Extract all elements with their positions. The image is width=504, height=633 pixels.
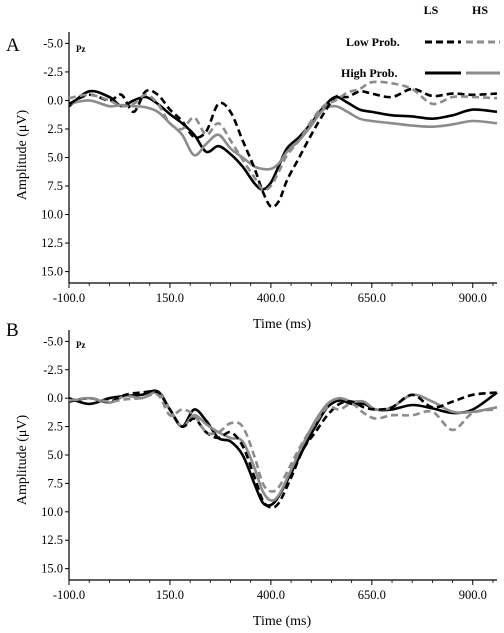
y-tick-label: 7.5 [47,179,63,193]
legend-header-hs: HS [472,3,488,17]
y-tick-label: 10.0 [41,505,63,519]
y-tick-label: -5.0 [43,36,63,50]
series-line-ls-low-prob [68,87,498,209]
panel-b-x-axis-title: Time (ms) [253,614,312,629]
panel-b-channel-label: Pz [76,340,86,350]
series-line-ls-low-prob [68,389,498,509]
y-tick-label: 2.5 [47,420,63,434]
x-tick-label: 150.0 [156,291,184,305]
panel-a: A Pz Amplitude (μV) Time (ms) -5.0 -2.5 0.… [6,32,498,332]
panel-a-x-axis-title: Time (ms) [253,317,312,332]
panel-b-y-ticks: -5.0 -2.5 0.0 2.5 5.0 7.5 10.0 12.5 15.0 [41,334,69,576]
y-tick-label: 2.5 [47,122,63,136]
series-line-hs-low-prob [68,80,498,192]
panel-b-y-axis-title: Amplitude (μV) [15,415,30,506]
panel-a-series [68,80,498,209]
y-tick-label: -2.5 [43,65,63,79]
y-tick-label: 5.0 [47,448,63,462]
y-tick-label: 10.0 [41,208,63,222]
x-tick-label: 650.0 [358,588,386,602]
panel-a-channel-label: Pz [76,44,86,54]
panel-a-letter: A [6,35,20,56]
y-tick-label: 0.0 [47,93,63,107]
x-tick-label: 150.0 [156,588,184,602]
y-tick-label: -5.0 [43,334,63,348]
legend-row-high-prob: High Prob. [341,66,397,80]
legend-header-ls: LS [424,3,439,17]
y-tick-label: 12.5 [41,533,63,547]
y-tick-label: 5.0 [47,151,63,165]
series-line-ls-high-prob [68,89,498,191]
series-line-hs-low-prob [68,392,498,493]
y-tick-label: 15.0 [41,562,63,576]
y-tick-label: -2.5 [43,363,63,377]
x-tick-label: -100.0 [53,588,85,602]
panel-a-y-ticks: -5.0 -2.5 0.0 2.5 5.0 7.5 10.0 12.5 15.0 [41,36,69,279]
x-tick-label: -100.0 [53,291,85,305]
x-tick-label: 900.0 [459,588,487,602]
panel-b-x-ticks: -100.0 150.0 400.0 650.0 900.0 [53,580,494,602]
panel-b-series [68,389,498,509]
y-tick-label: 7.5 [47,476,63,490]
x-tick-label: 400.0 [257,291,285,305]
panel-b: B Pz Amplitude (μV) Time (ms) -5.0 -2.5 0.… [6,320,498,629]
y-tick-label: 0.0 [47,391,63,405]
legend-row-low-prob: Low Prob. [346,35,400,49]
x-tick-label: 650.0 [358,291,386,305]
panel-a-x-ticks: -100.0 150.0 400.0 650.0 900.0 [53,283,494,305]
y-tick-label: 15.0 [41,265,63,279]
panel-b-letter: B [6,320,19,341]
y-tick-label: 12.5 [41,236,63,250]
series-line-hs-high-prob [68,99,498,171]
x-tick-label: 400.0 [257,588,285,602]
x-tick-label: 900.0 [459,291,487,305]
panel-a-y-axis-title: Amplitude (μV) [15,110,30,201]
legend: LS HS Low Prob. High Prob. [341,3,500,80]
